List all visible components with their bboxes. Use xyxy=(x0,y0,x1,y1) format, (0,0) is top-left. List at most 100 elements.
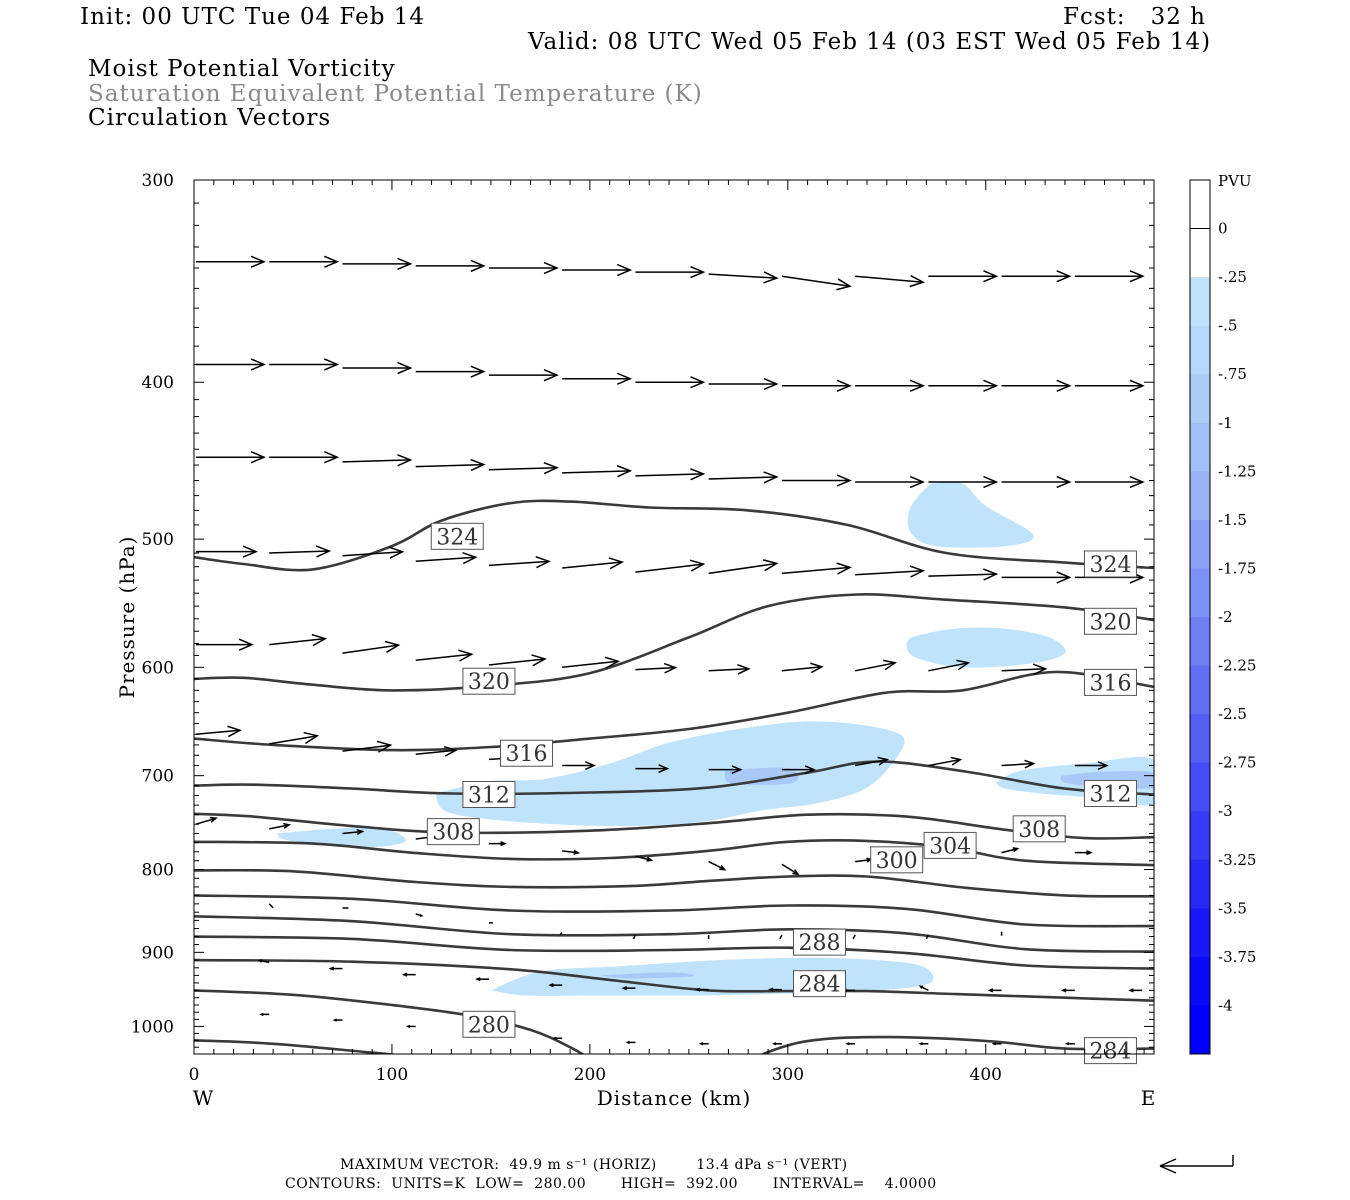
circulation-vector xyxy=(621,986,636,991)
circulation-vector xyxy=(562,465,633,478)
circulation-vector xyxy=(991,1042,1002,1046)
colorbar-label: -2.25 xyxy=(1218,657,1256,675)
circulation-vector xyxy=(475,977,489,982)
circulation-vector xyxy=(342,257,413,270)
circulation-vector xyxy=(488,461,559,475)
theta-es-contour xyxy=(194,958,1154,1002)
theta-es-contour xyxy=(194,868,1154,898)
colorbar-swatch xyxy=(1190,325,1210,375)
circulation-vector xyxy=(1001,270,1072,283)
svg-text:284: 284 xyxy=(1089,1040,1131,1065)
circulation-vector xyxy=(635,559,706,573)
contour-label: 284 xyxy=(792,970,846,998)
x-right-end-label: E xyxy=(1141,1086,1156,1110)
circulation-vector xyxy=(779,934,783,940)
circulation-vector xyxy=(987,988,1002,993)
circulation-vector xyxy=(269,545,332,558)
circulation-vector xyxy=(401,972,416,977)
circulation-vector xyxy=(708,559,779,575)
theta-es-contour xyxy=(760,1035,1154,1054)
circulation-vector xyxy=(415,365,486,378)
colorbar-swatch xyxy=(1190,374,1210,424)
colorbar-label: -1.5 xyxy=(1218,511,1247,529)
circulation-vector xyxy=(196,451,266,464)
circulation-vector xyxy=(332,1018,343,1022)
circulation-vector xyxy=(698,1042,709,1046)
circulation-vector xyxy=(488,654,547,667)
circulation-vector xyxy=(1128,988,1143,993)
circulation-vector xyxy=(852,934,856,940)
forecast-hour: Fcst: 32 h xyxy=(1063,4,1206,30)
circulation-vector xyxy=(845,1042,856,1046)
circulation-vector xyxy=(196,638,254,651)
colorbar-swatch xyxy=(1190,714,1210,764)
contour-label: 312 xyxy=(1083,780,1137,808)
circulation-vector xyxy=(855,565,926,578)
colorbar-unit: PVU xyxy=(1218,172,1252,190)
circulation-vector xyxy=(918,985,929,992)
circulation-vector xyxy=(195,725,242,738)
circulation-vector xyxy=(708,765,743,775)
circulation-vector xyxy=(767,987,782,992)
colorbar-label: -.75 xyxy=(1218,365,1247,383)
theta-es-contour xyxy=(194,989,585,1054)
colorbar-label: -2.75 xyxy=(1218,754,1256,772)
theta-es-contour xyxy=(194,499,1154,572)
title-theta-es: Saturation Equivalent Potential Temperat… xyxy=(88,81,703,107)
circulation-vector xyxy=(415,458,486,472)
circulation-vector xyxy=(1001,663,1048,676)
circulation-vector xyxy=(268,903,274,909)
x-tick-label: 300 xyxy=(772,1065,804,1085)
circulation-vector xyxy=(635,376,706,389)
circulation-vector xyxy=(196,545,258,558)
circulation-vector xyxy=(928,756,963,767)
circulation-vector xyxy=(195,816,218,825)
init-time: Init: 00 UTC Tue 04 Feb 14 xyxy=(80,4,426,30)
y-tick-label: 500 xyxy=(142,530,174,550)
y-tick-label: 700 xyxy=(142,767,174,787)
circulation-vector xyxy=(342,546,405,559)
colorbar-label: -3.25 xyxy=(1218,851,1256,869)
circulation-vector xyxy=(562,263,633,277)
circulation-vector xyxy=(488,261,559,275)
colorbar-label: -3 xyxy=(1218,802,1233,820)
contour-label: 308 xyxy=(426,818,480,846)
colorbar-label: -4 xyxy=(1218,996,1233,1014)
svg-text:320: 320 xyxy=(1089,610,1131,635)
circulation-vector xyxy=(1001,571,1072,584)
circulation-vector xyxy=(259,1012,270,1017)
theta-es-contour xyxy=(194,894,1154,928)
svg-text:316: 316 xyxy=(1089,671,1131,696)
svg-text:312: 312 xyxy=(468,784,510,809)
circulation-vector xyxy=(708,860,727,871)
colorbar-label: -3.75 xyxy=(1218,948,1256,966)
contour-info: CONTOURS: UNITS=K LOW= 280.00 HIGH= 392.… xyxy=(285,1176,937,1192)
circulation-vector xyxy=(405,1024,416,1029)
svg-text:316: 316 xyxy=(506,742,548,767)
circulation-vector xyxy=(625,1040,636,1045)
y-tick-label: 800 xyxy=(142,861,174,881)
contour-label: 320 xyxy=(462,667,516,695)
circulation-vector xyxy=(562,761,597,770)
colorbar-swatch xyxy=(1190,228,1210,278)
circulation-vector xyxy=(415,913,424,917)
circulation-vector xyxy=(632,934,637,940)
colorbar-label: -2 xyxy=(1218,608,1233,626)
circulation-vector xyxy=(694,987,709,992)
circulation-vector xyxy=(928,568,999,581)
circulation-vector xyxy=(415,259,486,273)
colorbar-label: -2.5 xyxy=(1218,705,1247,723)
colorbar-label: -1.25 xyxy=(1218,462,1256,480)
circulation-vector xyxy=(708,663,751,675)
circulation-vector xyxy=(854,756,890,767)
colorbar-swatch xyxy=(1190,617,1210,667)
circulation-vector xyxy=(855,857,874,863)
colorbar-swatch xyxy=(1190,180,1210,230)
contour-label: 316 xyxy=(1083,668,1137,696)
title-circulation-vectors: Circulation Vectors xyxy=(88,105,332,131)
circulation-vector xyxy=(269,255,340,268)
circulation-vector xyxy=(1001,379,1072,392)
circulation-vector xyxy=(635,764,670,774)
circulation-vector xyxy=(781,379,852,392)
